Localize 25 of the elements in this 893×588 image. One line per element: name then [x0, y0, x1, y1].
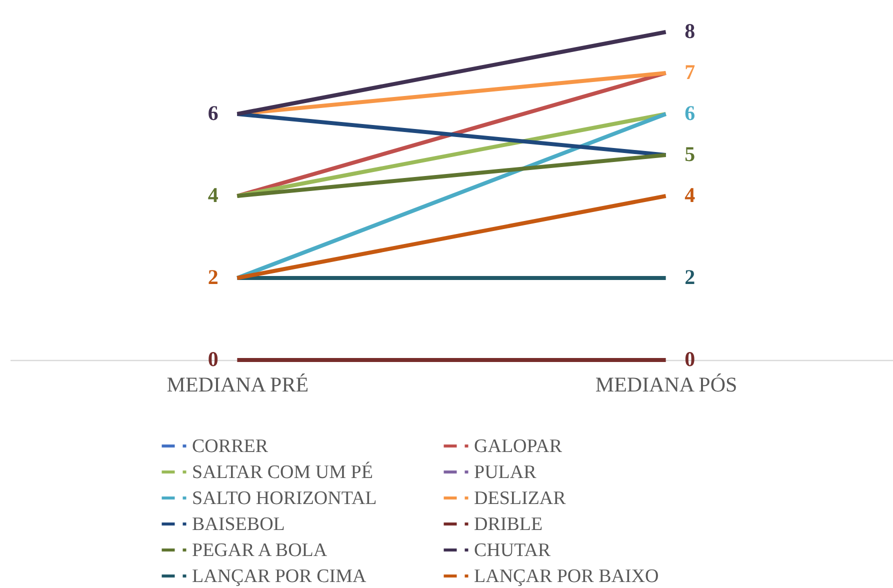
legend-label: DRIBLE: [474, 514, 543, 535]
legend-label: PULAR: [474, 462, 537, 483]
legend-label: BAISEBOL: [192, 514, 285, 535]
data-label: 7: [684, 60, 696, 84]
x-tick-label: MEDIANA PRÉ: [166, 372, 309, 396]
legend-label: SALTO HORIZONTAL: [192, 488, 377, 509]
legend-label: CHUTAR: [474, 540, 551, 561]
legend-label: LANÇAR POR BAIXO: [474, 566, 659, 587]
data-label: 2: [684, 265, 696, 289]
legend-label: PEGAR A BOLA: [192, 540, 328, 561]
data-label: 0: [208, 347, 218, 371]
data-label: 4: [208, 183, 219, 207]
legend-label: SALTAR COM UM PÉ: [192, 461, 373, 483]
data-label: 6: [684, 101, 696, 125]
x-tick-label: MEDIANA PÓS: [595, 372, 738, 396]
legend-label: DESLIZAR: [474, 488, 566, 509]
legend-label: CORRER: [192, 436, 268, 457]
data-label: 8: [684, 19, 696, 43]
legend-label: LANÇAR POR CIMA: [192, 566, 366, 587]
data-label: 6: [208, 101, 218, 125]
legend-label: GALOPAR: [474, 436, 562, 457]
data-label: 2: [208, 265, 218, 289]
data-label: 0: [684, 347, 696, 371]
data-label: 4: [684, 183, 696, 207]
data-label: 5: [684, 142, 696, 166]
